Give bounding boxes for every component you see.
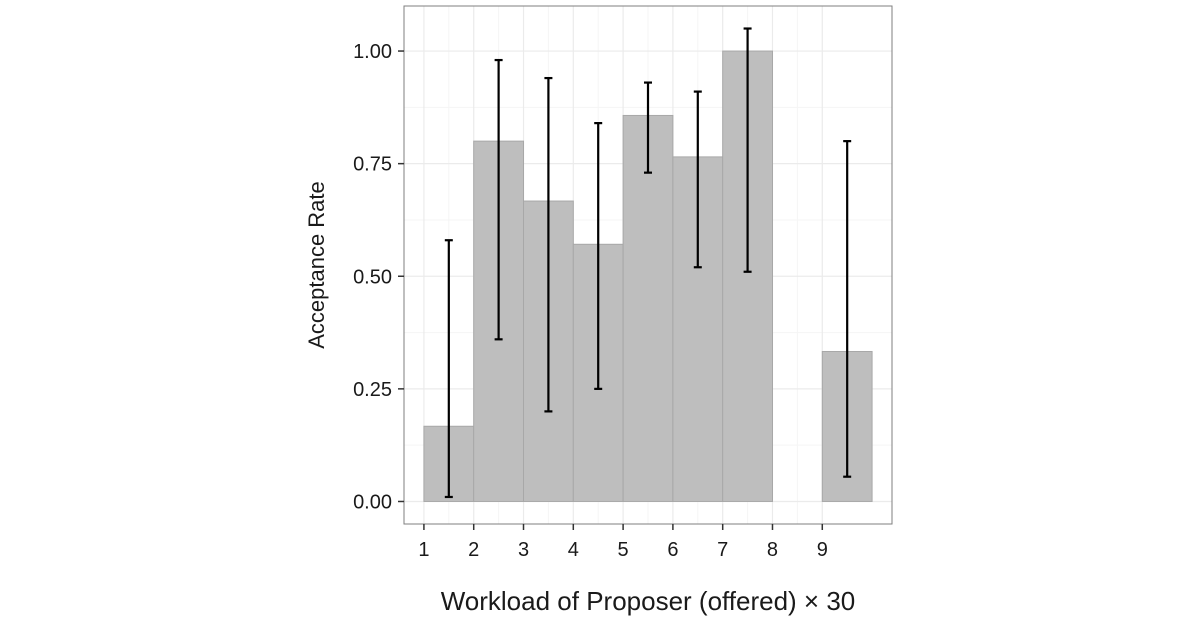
y-tick-label: 0.75 <box>353 154 392 176</box>
error-bars <box>444 27 852 499</box>
plot-panel-border <box>403 5 893 525</box>
y-tick-label: 0.50 <box>353 266 392 288</box>
x-tick-label: 4 <box>568 539 579 561</box>
y-tick-label: 0.25 <box>353 379 392 401</box>
x-axis-title: Workload of Proposer (offered) × 30 <box>441 586 856 616</box>
x-tick-label: 3 <box>518 539 529 561</box>
y-tick-label: 1.00 <box>353 41 392 63</box>
x-tick-label: 7 <box>717 539 728 561</box>
x-tick-label: 2 <box>468 539 479 561</box>
y-axis-title: Acceptance Rate <box>304 181 329 349</box>
bars <box>423 50 873 502</box>
x-tick-label: 6 <box>667 539 678 561</box>
x-tick-label: 9 <box>817 539 828 561</box>
axes: 0.00 0.25 0.50 0.75 1.00 1 2 3 4 5 6 7 8 9 <box>353 41 828 561</box>
x-tick-label: 8 <box>767 539 778 561</box>
x-tick-label: 1 <box>418 539 429 561</box>
x-tick-label: 5 <box>618 539 629 561</box>
y-tick-label: 0.00 <box>353 491 392 513</box>
